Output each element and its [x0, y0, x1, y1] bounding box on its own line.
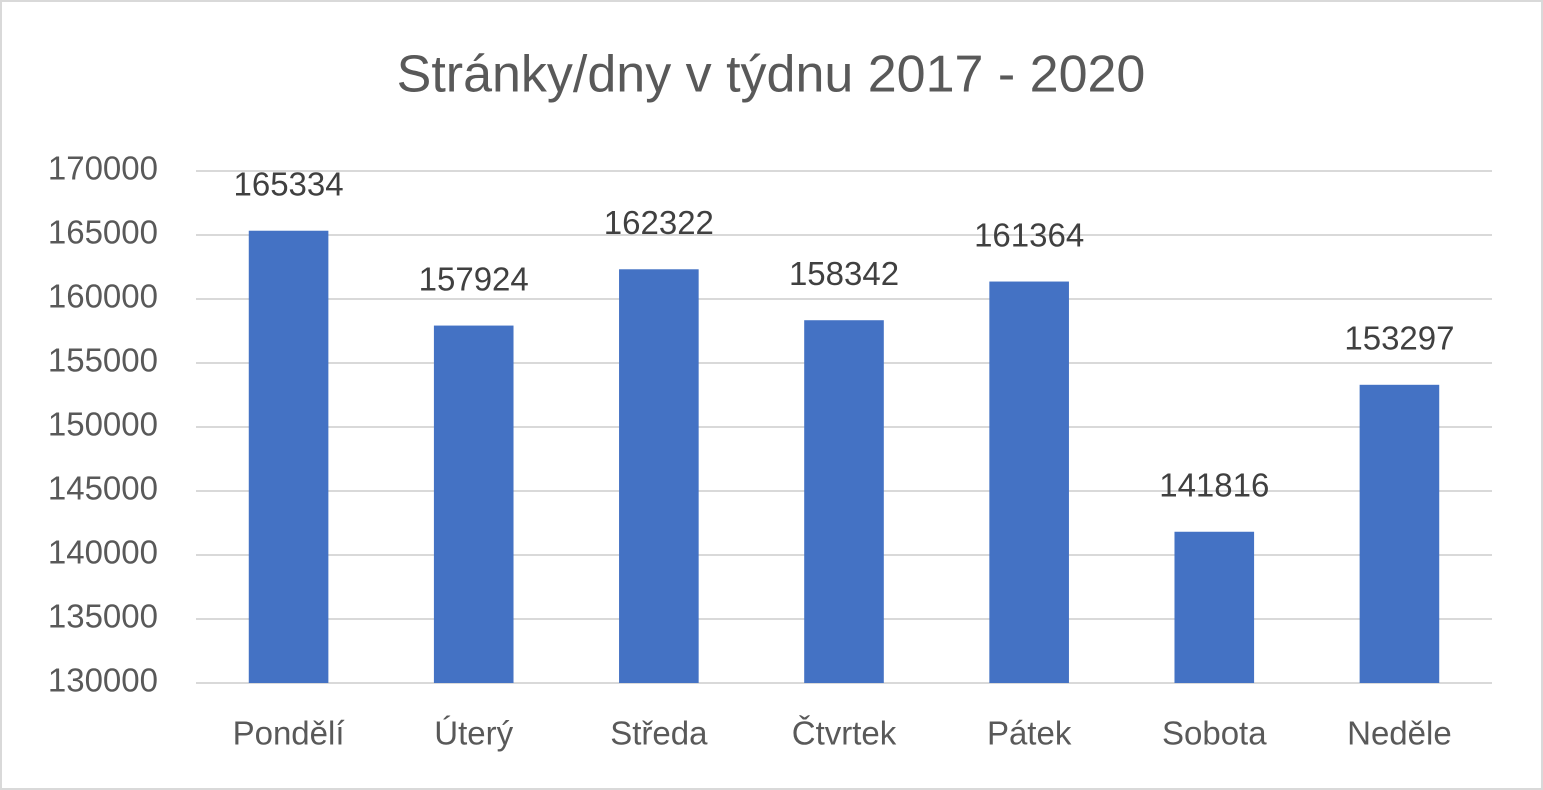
- data-label: 158342: [789, 255, 899, 292]
- y-tick-label: 165000: [48, 214, 158, 251]
- y-tick-label: 160000: [48, 278, 158, 315]
- y-tick-label: 150000: [48, 406, 158, 443]
- bar: [989, 281, 1069, 683]
- data-label: 165334: [234, 165, 344, 202]
- bar: [1174, 531, 1255, 683]
- bar: [804, 320, 884, 683]
- y-tick-label: 145000: [48, 470, 158, 507]
- y-tick-label: 155000: [48, 342, 158, 379]
- bar: [433, 325, 514, 683]
- data-label: 153297: [1344, 320, 1454, 357]
- y-tick-label: 135000: [48, 598, 158, 635]
- bar: [248, 230, 329, 683]
- x-tick-label: Sobota: [1162, 715, 1267, 752]
- x-tick-label: Čtvrtek: [792, 715, 897, 752]
- bar: [1359, 384, 1440, 683]
- x-tick-label: Úterý: [434, 715, 513, 752]
- data-label: 161364: [974, 216, 1084, 253]
- bar: [619, 269, 699, 683]
- x-tick-label: Pátek: [987, 715, 1072, 752]
- chart-title: Stránky/dny v týdnu 2017 - 2020: [397, 46, 1146, 104]
- data-label: 141816: [1159, 466, 1269, 503]
- y-tick-label: 140000: [48, 534, 158, 571]
- x-tick-label: Pondělí: [233, 715, 345, 752]
- data-label: 162322: [604, 204, 714, 241]
- y-tick-label: 130000: [48, 662, 158, 699]
- y-tick-label: 170000: [48, 150, 158, 187]
- x-tick-label: Neděle: [1347, 715, 1452, 752]
- data-label: 157924: [419, 260, 529, 297]
- x-tick-label: Středa: [610, 715, 708, 752]
